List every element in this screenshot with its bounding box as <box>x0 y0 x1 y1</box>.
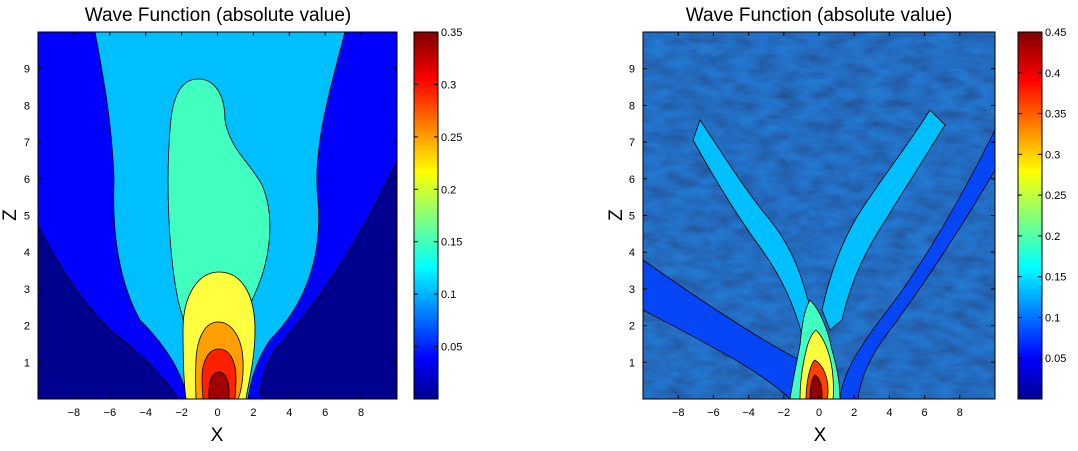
left-panel: Wave Function (absolute value) −8 −6 −4 −2 0… <box>0 5 462 446</box>
right-y-tick-label: 5 <box>629 211 635 223</box>
left-colorbar-tick-label: 0.1 <box>441 289 456 301</box>
right-y-label: Z <box>606 209 627 221</box>
left-colorbar-tick-label: 0.05 <box>441 342 462 354</box>
right-x-tick-label: −6 <box>707 407 720 419</box>
right-y-tick-label: 6 <box>629 174 635 186</box>
left-colorbar-tick-label: 0.2 <box>441 184 456 196</box>
left-x-tick-label: 8 <box>358 407 364 419</box>
right-x-tick-label: 6 <box>922 407 928 419</box>
left-title: Wave Function (absolute value) <box>85 5 351 26</box>
left-x-label: X <box>211 425 224 446</box>
right-y-tick-label: 2 <box>629 321 635 333</box>
left-x-tick-label: 4 <box>286 407 292 419</box>
left-colorbar-tick-label: 0.25 <box>441 132 462 144</box>
right-x-tick-label: 0 <box>816 407 822 419</box>
left-y-tick-label: 6 <box>24 174 30 186</box>
right-x-tick-label: −8 <box>672 407 685 419</box>
left-colorbar-tick-label: 0.15 <box>441 237 462 249</box>
right-beam-max <box>809 374 823 399</box>
left-x-axis: −8 −6 −4 −2 0 2 4 6 8 <box>68 32 364 419</box>
right-x-tick-label: 4 <box>886 407 892 419</box>
left-x-tick-label: −2 <box>175 407 188 419</box>
right-y-tick-label: 8 <box>629 100 635 112</box>
right-x-axis: −8 −6 −4 −2 0 2 4 6 8 <box>672 32 963 419</box>
left-colorbar-tick-label: 0.35 <box>441 27 462 39</box>
right-y-tick-label: 9 <box>629 64 635 76</box>
right-colorbar-tick-label: 0.05 <box>1045 353 1066 365</box>
left-y-tick-label: 7 <box>24 137 30 149</box>
left-y-tick-label: 9 <box>24 64 30 76</box>
left-y-axis: 1 2 3 4 5 6 7 8 9 <box>24 64 397 369</box>
left-level-7 <box>208 371 230 399</box>
left-y-tick-label: 5 <box>24 211 30 223</box>
right-x-tick-label: −4 <box>742 407 755 419</box>
left-y-tick-label: 2 <box>24 321 30 333</box>
right-colorbar-tick-label: 0.45 <box>1045 27 1066 39</box>
left-x-tick-label: 2 <box>250 407 256 419</box>
right-colorbar-ticks: 0.05 0.1 0.15 0.2 0.25 0.3 0.35 0.4 0.45 <box>1018 27 1066 365</box>
left-colorbar-ticks: 0.05 0.1 0.15 0.2 0.25 0.3 0.35 <box>414 27 462 354</box>
right-colorbar-tick-label: 0.3 <box>1045 149 1060 161</box>
right-colorbar-tick-label: 0.15 <box>1045 272 1066 284</box>
left-x-tick-label: −6 <box>104 407 117 419</box>
left-x-tick-label: −4 <box>139 407 152 419</box>
right-x-tick-label: 2 <box>851 407 857 419</box>
left-y-tick-label: 4 <box>24 247 30 259</box>
right-beam-right-branch <box>821 109 946 331</box>
left-y-tick-label: 8 <box>24 100 30 112</box>
right-plot-area <box>643 32 995 399</box>
right-title: Wave Function (absolute value) <box>686 5 952 26</box>
left-y-tick-label: 3 <box>24 284 30 296</box>
right-y-tick-label: 7 <box>629 137 635 149</box>
right-y-tick-label: 1 <box>629 357 635 369</box>
right-panel: Wave Function (absolute value) −8 −6 −4 −2 0… <box>606 5 1066 446</box>
left-x-tick-label: 6 <box>322 407 328 419</box>
left-y-label: Z <box>0 209 21 221</box>
right-y-tick-label: 3 <box>629 284 635 296</box>
right-x-tick-label: 8 <box>957 407 963 419</box>
right-y-tick-label: 4 <box>629 247 635 259</box>
right-colorbar-tick-label: 0.35 <box>1045 109 1066 121</box>
right-colorbar-tick-label: 0.2 <box>1045 231 1060 243</box>
left-x-tick-label: −8 <box>68 407 81 419</box>
left-colorbar <box>413 31 439 400</box>
right-x-label: X <box>814 425 827 446</box>
right-colorbar-tick-label: 0.4 <box>1045 68 1060 80</box>
left-y-tick-label: 1 <box>24 357 30 369</box>
left-plot-area <box>38 32 397 399</box>
right-y-axis: 1 2 3 4 5 6 7 8 9 <box>629 64 995 369</box>
left-colorbar-tick-label: 0.3 <box>441 79 456 91</box>
right-colorbar-tick-label: 0.25 <box>1045 190 1066 202</box>
right-colorbar <box>1017 31 1043 400</box>
left-x-tick-label: 0 <box>214 407 220 419</box>
right-colorbar-tick-label: 0.1 <box>1045 312 1060 324</box>
right-x-tick-label: −2 <box>778 407 791 419</box>
